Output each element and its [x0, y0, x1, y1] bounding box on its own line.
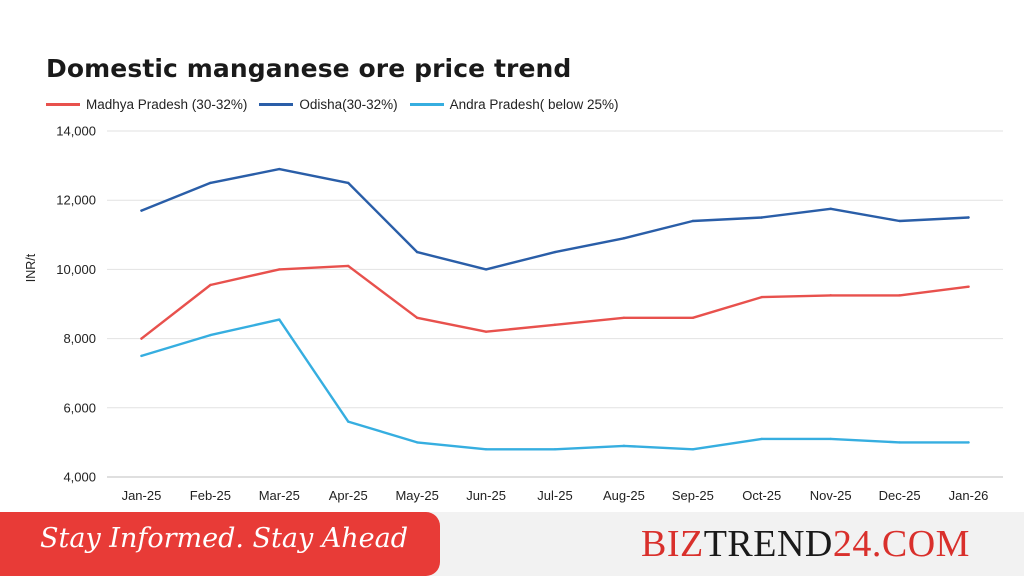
legend-swatch-andra-pradesh — [409, 102, 444, 106]
footer-banner: Stay Informed. Stay Ahead BIZTREND24.COM — [0, 512, 1024, 576]
x-tick-label: Feb-25 — [190, 488, 231, 503]
data-point-madhya-pradesh-30-32 — [347, 264, 350, 268]
y-axis-label: INR/t — [24, 253, 38, 282]
data-point-madhya-pradesh-30-32 — [140, 337, 143, 340]
x-tick-label: Oct-25 — [742, 488, 781, 503]
data-point-madhya-pradesh-30-32 — [278, 268, 281, 271]
data-point-odisha-30-32 — [415, 250, 419, 254]
data-point-odisha-30-32 — [829, 207, 832, 211]
x-tick-label: May-25 — [395, 488, 438, 503]
data-point-madhya-pradesh-30-32 — [209, 283, 212, 287]
data-point-andra-pradesh-below-25 — [760, 437, 763, 441]
data-point-madhya-pradesh-30-32 — [898, 294, 901, 297]
line-chart: 4,000 6,000 8,000 10,000 12,000 14,000 Jan-25… — [24, 124, 1003, 503]
x-tick-label: Dec-25 — [879, 488, 921, 503]
data-point-andra-pradesh-below-25 — [347, 420, 350, 423]
x-tick-label: Sep-25 — [672, 488, 714, 503]
brand-logo[interactable]: BIZTREND24.COM — [641, 522, 970, 566]
x-tick-label: Jan-26 — [949, 488, 989, 503]
legend-item-andra-pradesh: Andra Pradesh( below 25%) — [409, 96, 619, 112]
x-tick-label: Jun-25 — [466, 488, 506, 503]
x-tick-label: Nov-25 — [810, 488, 852, 503]
data-point-madhya-pradesh-30-32 — [415, 316, 419, 320]
data-point-madhya-pradesh-30-32 — [553, 323, 557, 326]
y-tick-label: 8,000 — [63, 331, 96, 346]
legend-label-andra-pradesh: Andra Pradesh( below 25%) — [449, 96, 619, 112]
legend-item-odisha: Odisha(30-32%) — [259, 96, 398, 112]
y-tick-label: 12,000 — [56, 193, 96, 208]
x-tick-label: Jul-25 — [537, 488, 572, 503]
data-point-andra-pradesh-below-25 — [415, 441, 419, 444]
x-tick-label: Jan-25 — [122, 488, 162, 503]
brand-part-trend: TREND — [703, 523, 833, 565]
series-line-odisha-30-32 — [140, 167, 970, 271]
data-point-andra-pradesh-below-25 — [691, 448, 695, 451]
y-tick-label: 14,000 — [56, 124, 96, 139]
data-point-andra-pradesh-below-25 — [622, 444, 626, 448]
data-point-andra-pradesh-below-25 — [553, 448, 557, 451]
data-point-madhya-pradesh-30-32 — [760, 295, 763, 299]
data-point-andra-pradesh-below-25 — [209, 333, 212, 337]
series-line-madhya-pradesh-30-32 — [140, 264, 970, 340]
data-point-odisha-30-32 — [347, 181, 350, 185]
chart-title: Domestic manganese ore price trend — [46, 54, 572, 83]
brand-part-24com: 24.COM — [832, 523, 970, 565]
y-tick-label: 4,000 — [63, 470, 96, 485]
legend-swatch-madhya-pradesh — [46, 102, 80, 106]
data-point-madhya-pradesh-30-32 — [829, 294, 832, 297]
tagline-text: Stay Informed. Stay Ahead — [40, 523, 409, 554]
data-point-odisha-30-32 — [484, 268, 488, 271]
data-point-andra-pradesh-below-25 — [967, 441, 970, 444]
data-point-andra-pradesh-below-25 — [140, 354, 143, 358]
data-point-odisha-30-32 — [553, 250, 557, 254]
data-point-odisha-30-32 — [278, 167, 281, 171]
brand-part-biz: BIZ — [641, 523, 704, 565]
legend-label-madhya-pradesh: Madhya Pradesh (30-32%) — [86, 96, 248, 112]
data-point-andra-pradesh-below-25 — [484, 448, 488, 451]
data-point-andra-pradesh-below-25 — [829, 437, 832, 441]
x-tick-label: Aug-25 — [603, 488, 645, 503]
data-point-odisha-30-32 — [622, 237, 626, 240]
data-point-odisha-30-32 — [140, 209, 143, 212]
data-point-odisha-30-32 — [760, 216, 763, 219]
legend-item-madhya-pradesh: Madhya Pradesh (30-32%) — [46, 97, 247, 112]
data-point-madhya-pradesh-30-32 — [691, 316, 695, 320]
y-tick-label: 10,000 — [56, 262, 96, 277]
data-point-odisha-30-32 — [209, 181, 212, 185]
y-tick-label: 6,000 — [63, 400, 96, 415]
chart-legend: Madhya Pradesh (30-32%) Odisha(30-32%) A… — [46, 94, 630, 114]
data-point-madhya-pradesh-30-32 — [484, 330, 488, 333]
x-tick-label: Apr-25 — [329, 488, 368, 503]
data-point-madhya-pradesh-30-32 — [967, 285, 970, 288]
x-tick-label: Mar-25 — [259, 488, 300, 503]
legend-label-odisha: Odisha(30-32%) — [299, 96, 398, 112]
data-point-andra-pradesh-below-25 — [898, 441, 901, 444]
tagline-box: Stay Informed. Stay Ahead — [0, 512, 440, 576]
data-point-odisha-30-32 — [967, 216, 970, 219]
data-point-odisha-30-32 — [691, 219, 695, 223]
data-point-madhya-pradesh-30-32 — [622, 316, 626, 320]
legend-swatch-odisha — [259, 102, 294, 106]
data-point-odisha-30-32 — [898, 219, 901, 223]
data-point-andra-pradesh-below-25 — [278, 318, 281, 321]
